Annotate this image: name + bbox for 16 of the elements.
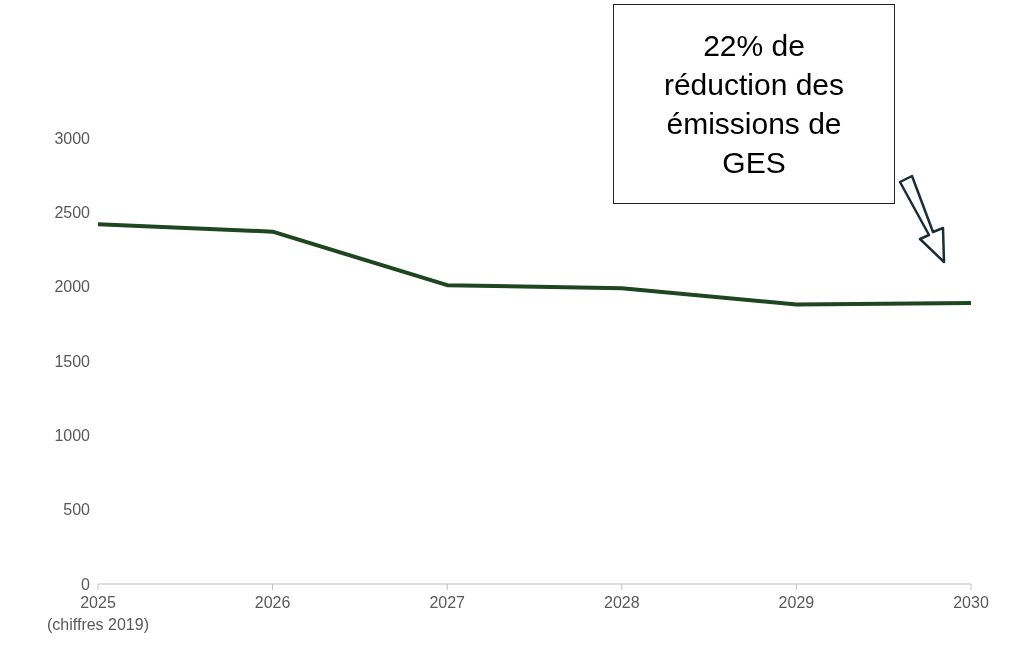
x-tick-label: 2025 (chiffres 2019) [47, 594, 149, 633]
annotation: 22% de réduction des émissions de GES [662, 28, 846, 181]
y-tick-label: 0 [81, 575, 91, 593]
y-tick-label: 500 [63, 501, 91, 519]
x-tick-label: 2026 [254, 594, 291, 611]
y-tick-label: 1500 [54, 352, 91, 370]
x-tick-label: 2030 [953, 594, 989, 611]
x-tick-label: 2029 [778, 594, 815, 611]
x-tick-label: 2028 [604, 594, 640, 611]
y-tick-label: 1000 [54, 427, 91, 445]
callout-box: 22% de réduction des émissions de GES [613, 4, 895, 204]
y-tick-label: 2500 [54, 204, 91, 222]
line-series [96, 222, 973, 307]
y-tick-label: 2000 [54, 278, 91, 296]
y-tick-label: 3000 [54, 129, 91, 147]
x-tick-label: 2027 [429, 594, 466, 611]
